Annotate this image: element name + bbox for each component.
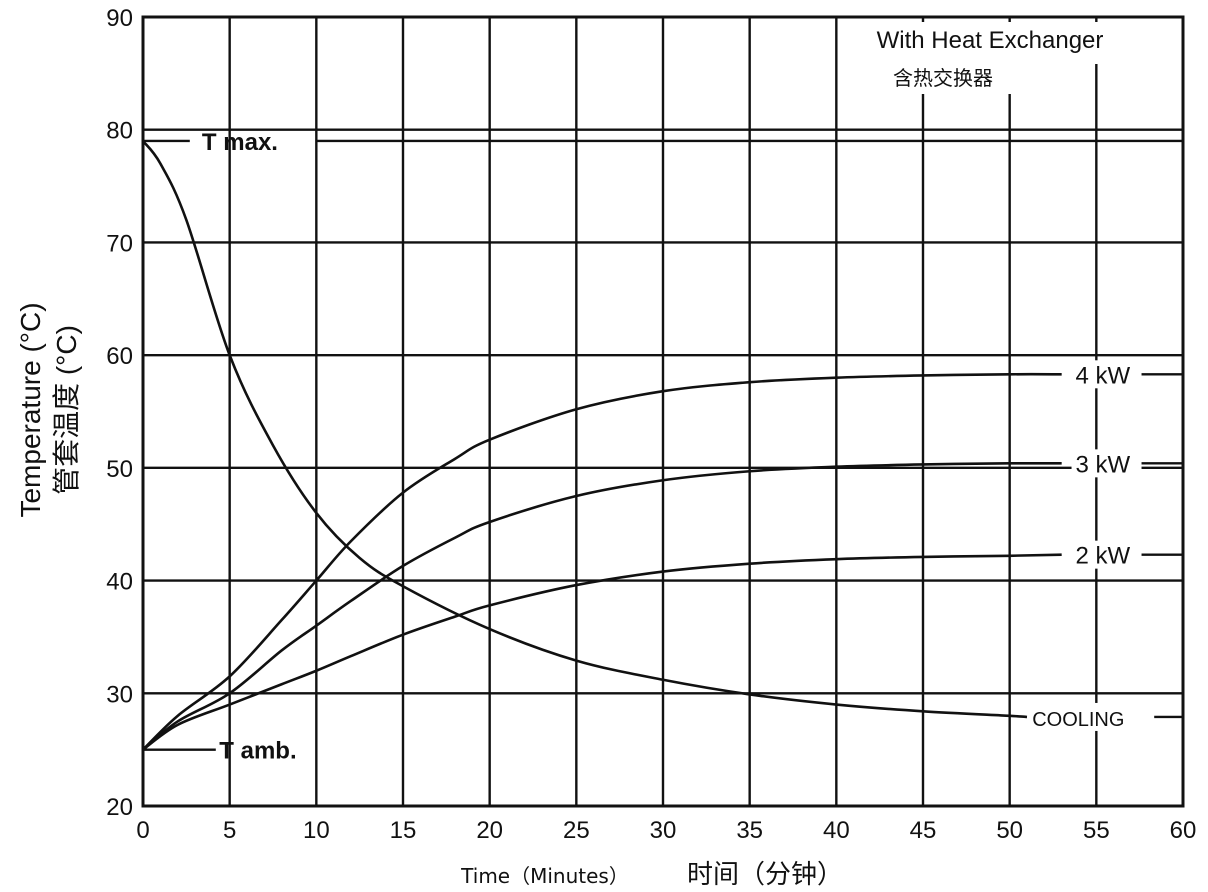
series-label-2-kw: 2 kW	[1076, 543, 1131, 570]
y-tick-label-80: 80	[106, 118, 133, 145]
annotation-subtitle-bg	[870, 64, 1015, 94]
y-tick-label-40: 40	[106, 569, 133, 596]
x-tick-label-40: 40	[823, 817, 850, 844]
series-curves	[141, 140, 1062, 751]
series-label-cooling: COOLING	[1032, 709, 1124, 731]
series-label-bg-cooling	[1028, 702, 1155, 731]
y-tick-label-90: 90	[106, 5, 133, 32]
annotation-bg	[845, 22, 1135, 64]
x-axis-label: Time（Minutes）	[460, 864, 629, 888]
x-tick-label-20: 20	[476, 817, 503, 844]
series-label-bg-2-kw	[1071, 540, 1142, 569]
y-tick-label-50: 50	[106, 456, 133, 483]
x-axis-label-cn: 时间（分钟）	[687, 860, 843, 890]
y-tick-label-70: 70	[106, 230, 133, 257]
y-axis-label-cn: 管套温度 (°C)	[51, 325, 82, 495]
series-label-bg-4-kw	[1071, 360, 1142, 389]
x-tick-label-15: 15	[390, 817, 417, 844]
series-label-bg-3-kw	[1071, 449, 1142, 478]
x-tick-label-25: 25	[563, 817, 590, 844]
series-label-3-kw: 3 kW	[1076, 451, 1131, 478]
annotation-title: With Heat Exchanger	[877, 27, 1104, 54]
x-tick-label-30: 30	[650, 817, 677, 844]
y-tick-label-30: 30	[106, 681, 133, 708]
x-tick-label-45: 45	[910, 817, 937, 844]
grid	[141, 15, 1185, 808]
t-max-label: T max.	[202, 129, 278, 156]
x-tick-label-5: 5	[223, 817, 236, 844]
x-tick-label-55: 55	[1083, 817, 1110, 844]
x-tick-label-50: 50	[996, 817, 1023, 844]
x-tick-label-35: 35	[736, 817, 763, 844]
x-tick-label-10: 10	[303, 817, 330, 844]
y-axis-label: Temperature (°C)	[15, 302, 46, 517]
series-line-cooling	[141, 140, 1028, 719]
series-line-2-kw	[142, 553, 1062, 751]
y-tick-label-60: 60	[106, 343, 133, 370]
annotation-subtitle: 含热交换器	[893, 66, 993, 90]
series-labels: T max. T amb. 4 kW 3 kW 2 kW COOLING	[202, 129, 1183, 765]
tick-labels: 0 5 10 15 20 25 30 35 40 45 50 55 60 20 30 40 50 60 70 80 90	[106, 5, 1196, 844]
x-tick-label-0: 0	[136, 817, 149, 844]
series-line-3-kw	[142, 461, 1062, 751]
plot-border	[141, 15, 1185, 808]
t-amb-label: T amb.	[219, 738, 296, 765]
y-tick-label-20: 20	[106, 794, 133, 821]
x-tick-label-60: 60	[1170, 817, 1197, 844]
series-label-4-kw: 4 kW	[1076, 362, 1131, 389]
series-line-4-kw	[142, 372, 1062, 751]
